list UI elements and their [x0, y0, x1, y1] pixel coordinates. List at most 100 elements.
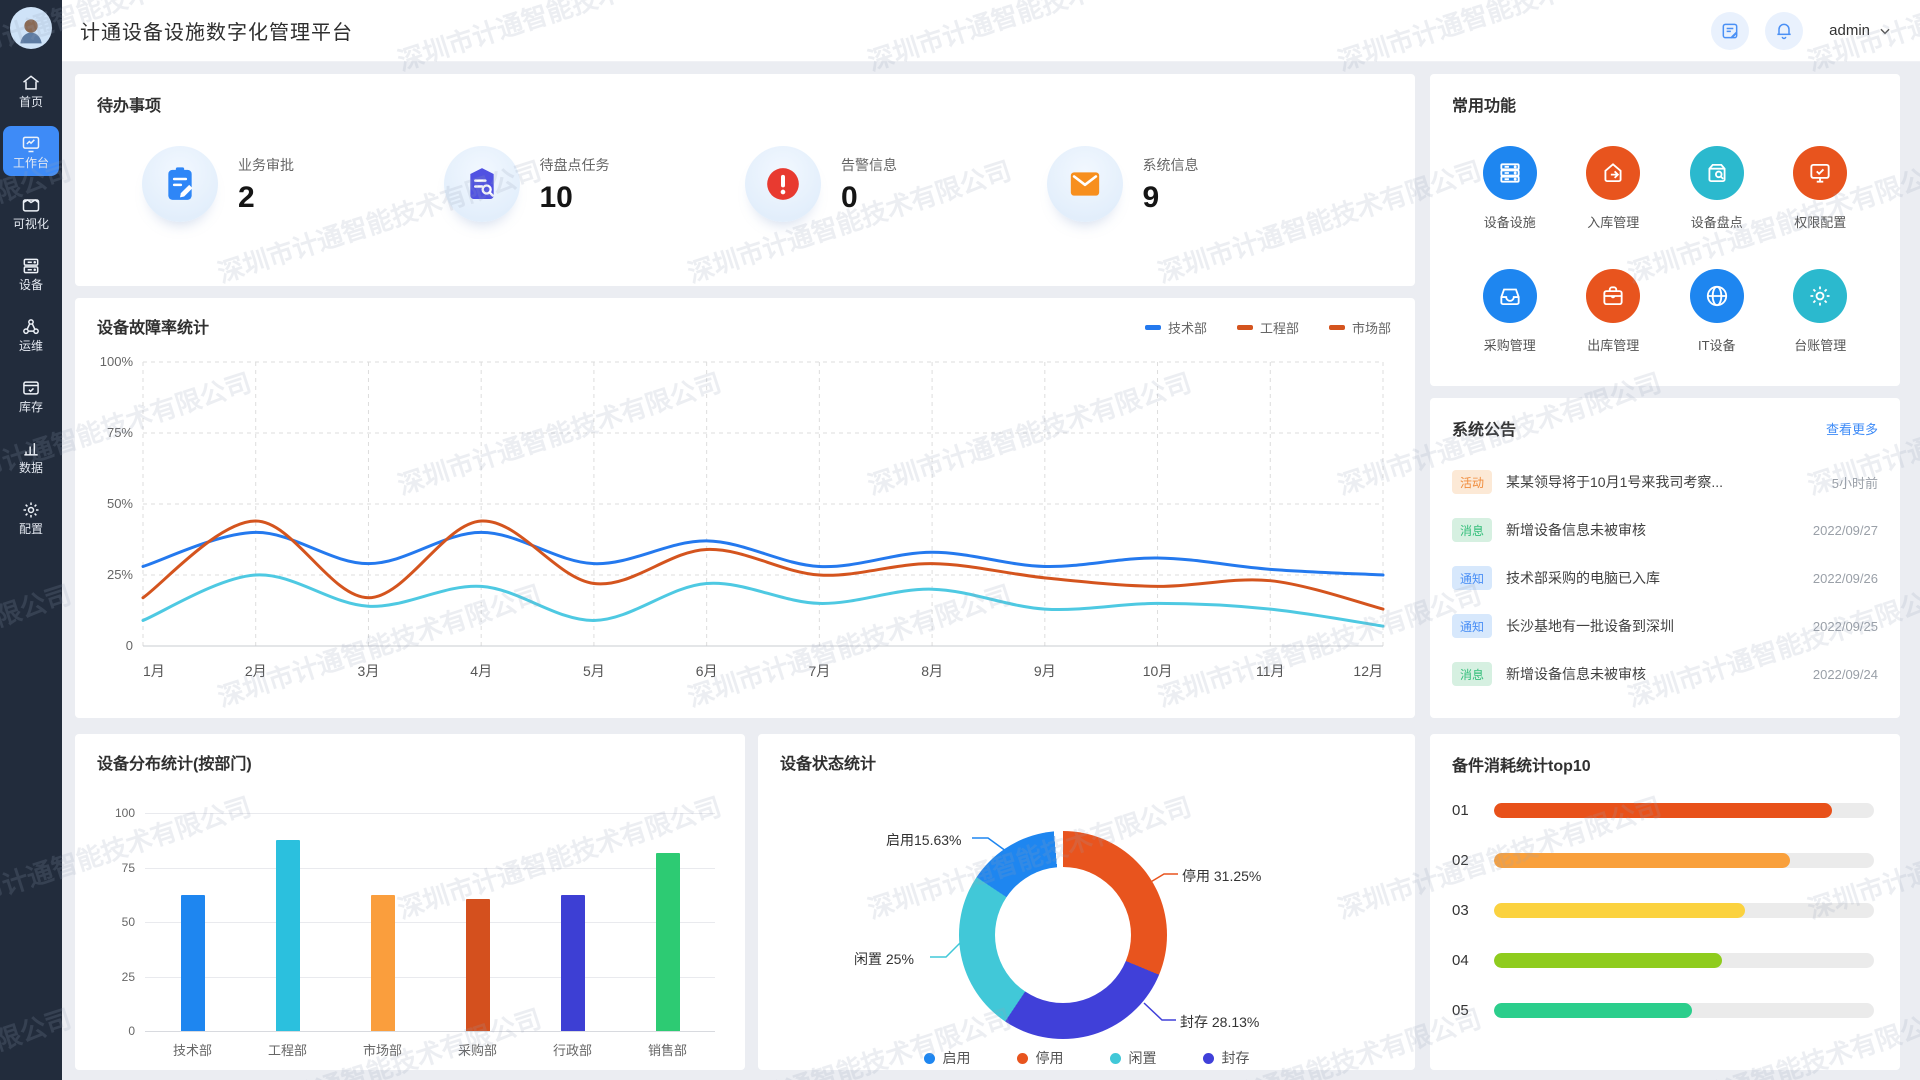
svg-text:4月: 4月	[470, 663, 492, 679]
gear-icon	[1810, 286, 1830, 306]
legend-item-enabled[interactable]: 启用	[923, 1048, 971, 1068]
todo-title: 待办事项	[97, 98, 162, 115]
sidebar-item-config[interactable]: 配置	[3, 492, 59, 542]
edit-note-button[interactable]	[1711, 11, 1750, 50]
legend-item-idle[interactable]: 闲置	[1109, 1048, 1157, 1068]
device-status-donut: 启用15.63% 停用 31.25% 闲置 25% 封存 28.13% 启用 停…	[758, 780, 1415, 1070]
failure-rate-line-chart: 0 25% 50% 75% 100% 1月 2月 3月 4月 5月 6月 7月 8月 9月 10月 11月 12…	[100, 354, 1385, 679]
rank-label: 04	[1452, 952, 1469, 969]
inventory-icon	[23, 380, 39, 395]
x-tick: 技术部	[172, 1043, 212, 1058]
sidebar-item-workbench[interactable]: 工作台	[3, 126, 59, 176]
svg-text:2月: 2月	[245, 663, 267, 679]
dept-bar-plot: 0 25 50 75 100	[115, 806, 715, 1038]
sidebar-item-label: 配置	[18, 521, 43, 536]
announcement-row[interactable]: 消息 新增设备信息未被审核 2022/09/27	[1452, 506, 1878, 554]
device-status-title: 设备状态统计	[780, 756, 877, 773]
announcement-title: 长沙基地有一批设备到深圳	[1506, 618, 1674, 634]
sidebar-item-equipment[interactable]: 设备	[3, 248, 59, 298]
progress-bar	[1494, 1003, 1692, 1018]
sidebar-item-data[interactable]: 数据	[3, 431, 59, 481]
dept-distribution-title: 设备分布统计(按部门)	[97, 756, 252, 773]
operations-icon	[23, 318, 39, 334]
svg-text:1月: 1月	[143, 663, 165, 679]
legend-item-market[interactable]: 市场部	[1328, 318, 1391, 337]
sidebar-item-label: 设备	[18, 277, 43, 292]
stat-value: 0	[841, 181, 858, 214]
y-tick: 50	[121, 915, 135, 929]
function-equipment-facilities[interactable]: 设备设施	[1458, 146, 1562, 231]
stat-pending-inventory[interactable]: 待盘点任务 10	[443, 146, 746, 222]
inbound-icon	[1604, 163, 1622, 183]
legend-item-archived[interactable]: 封存	[1202, 1048, 1250, 1068]
function-label: 入库管理	[1587, 215, 1640, 230]
function-ledger-management[interactable]: 台账管理	[1769, 269, 1873, 354]
stat-label: 告警信息	[841, 157, 897, 173]
sidebar-item-visualization[interactable]: 可视化	[3, 187, 59, 237]
callout-idle: 闲置 25%	[854, 951, 914, 967]
announcement-time: 2022/09/24	[1812, 666, 1878, 682]
function-label: 采购管理	[1483, 338, 1536, 353]
announcements-card: 系统公告 查看更多 活动 某某领导将于10月1号来我司考察... 5小时前 消息…	[1430, 398, 1900, 718]
sidebar-item-label: 数据	[18, 460, 43, 475]
legend-label: 启用	[942, 1050, 971, 1066]
callout-archived: 封存 28.13%	[1180, 1014, 1260, 1030]
function-purchasing-management[interactable]: 采购管理	[1458, 269, 1562, 354]
view-more-link[interactable]: 查看更多	[1825, 421, 1878, 437]
function-permission-config[interactable]: 权限配置	[1769, 146, 1873, 231]
announcement-row[interactable]: 通知 技术部采购的电脑已入库 2022/09/26	[1452, 554, 1878, 602]
svg-text:25%: 25%	[107, 567, 133, 582]
announcement-tag: 活动	[1452, 470, 1492, 494]
stat-value: 9	[1142, 181, 1160, 214]
announcement-row[interactable]: 活动 某某领导将于10月1号来我司考察... 5小时前	[1452, 458, 1878, 506]
bar-purchasing	[465, 899, 490, 1032]
stat-value: 10	[539, 181, 573, 214]
stat-label: 系统信息	[1142, 157, 1199, 173]
stat-business-approval[interactable]: 业务审批 2	[142, 146, 444, 222]
stat-alarm-info[interactable]: 告警信息 0	[745, 146, 1047, 222]
legend-label: 闲置	[1128, 1050, 1157, 1066]
stat-system-info[interactable]: 系统信息 9	[1046, 146, 1349, 222]
function-inbound-management[interactable]: 入库管理	[1562, 146, 1666, 231]
donut-legend: 启用 停用 闲置 封存	[758, 1048, 1415, 1068]
x-tick: 行政部	[552, 1043, 592, 1058]
function-equipment-inventory[interactable]: 设备盘点	[1665, 146, 1769, 231]
top10-row: 03	[1452, 902, 1874, 919]
sidebar-item-home[interactable]: 首页	[3, 65, 59, 115]
svg-text:7月: 7月	[808, 663, 830, 679]
legend-dot	[1016, 1052, 1028, 1064]
stat-label: 业务审批	[238, 157, 294, 173]
avatar[interactable]	[10, 7, 52, 49]
y-tick: 100	[114, 806, 135, 820]
progress-bar	[1494, 853, 1791, 868]
header: 计通设备设施数字化管理平台 admin	[62, 0, 1920, 62]
function-outbound-management[interactable]: 出库管理	[1562, 269, 1666, 354]
function-it-equipment[interactable]: IT设备	[1665, 269, 1769, 354]
legend-label: 技术部	[1167, 321, 1207, 336]
home-icon	[23, 74, 39, 90]
announcement-title: 新增设备信息未被审核	[1506, 666, 1646, 682]
rank-label: 01	[1452, 802, 1469, 819]
legend-label: 市场部	[1351, 321, 1391, 336]
notification-button[interactable]	[1765, 11, 1804, 50]
function-label: 设备盘点	[1690, 215, 1743, 230]
equipment-icon	[23, 258, 39, 273]
sidebar-item-inventory[interactable]: 库存	[3, 370, 59, 420]
doc-search-icon	[469, 168, 494, 199]
line-chart-legend: 技术部 工程部 市场部	[1144, 318, 1391, 337]
function-label: 出库管理	[1587, 338, 1640, 353]
announcement-title: 技术部采购的电脑已入库	[1506, 570, 1660, 586]
device-status-card: 设备状态统计 启用15.63% 停用 31.25% 闲置 25% 封存 28.1…	[758, 734, 1415, 1070]
user-menu[interactable]: admin	[1829, 22, 1892, 39]
legend-item-disabled[interactable]: 停用	[1016, 1048, 1064, 1068]
svg-text:0: 0	[126, 638, 133, 653]
bar-market	[370, 894, 395, 1032]
todo-card: 待办事项 业务审批 2 待盘点任务 10 告警信息	[75, 74, 1415, 286]
callout-enabled: 启用15.63%	[886, 832, 962, 848]
announcement-row[interactable]: 消息 新增设备信息未被审核 2022/09/24	[1452, 650, 1878, 698]
top10-row: 02	[1452, 852, 1874, 869]
sidebar-item-operations[interactable]: 运维	[3, 309, 59, 359]
legend-item-tech[interactable]: 技术部	[1144, 318, 1207, 337]
announcement-row[interactable]: 通知 长沙基地有一批设备到深圳 2022/09/25	[1452, 602, 1878, 650]
legend-item-engineering[interactable]: 工程部	[1236, 318, 1299, 337]
